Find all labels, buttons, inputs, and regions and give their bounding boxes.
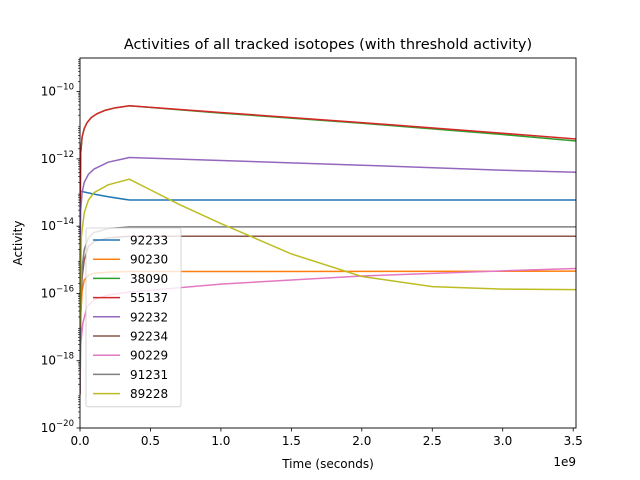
x-axis-offset-label: 1e9 bbox=[553, 455, 576, 469]
x-tick-label: 1.0 bbox=[211, 434, 230, 448]
chart-title: Activities of all tracked isotopes (with… bbox=[124, 37, 532, 53]
y-tick-label: 10−10 bbox=[41, 83, 74, 99]
series-line-92233 bbox=[80, 190, 576, 201]
y-tick-label: 10−20 bbox=[41, 419, 74, 435]
x-tick-label: 2.5 bbox=[423, 434, 442, 448]
x-tick-label: 0.5 bbox=[141, 434, 160, 448]
y-axis: 10−20 10−18 10−16 10−14 10−12 10−10 bbox=[41, 59, 80, 435]
series-line-92232 bbox=[80, 156, 576, 260]
legend-label-92232: 92232 bbox=[130, 310, 168, 324]
series-line-55137 bbox=[80, 105, 576, 227]
legend-label-90230: 90230 bbox=[130, 253, 168, 267]
plot-frame bbox=[79, 57, 577, 429]
legend-label-91231: 91231 bbox=[130, 368, 168, 382]
legend-label-38090: 38090 bbox=[130, 272, 168, 286]
y-tick-label: 10−18 bbox=[41, 352, 74, 368]
x-tick-label: 2.0 bbox=[352, 434, 371, 448]
y-tick-label: 10−14 bbox=[41, 217, 74, 233]
x-axis: 0.0 0.5 1.0 1.5 2.0 2.5 3.0 3.5 bbox=[70, 428, 583, 448]
x-tick-label: 3.0 bbox=[493, 434, 512, 448]
legend-box bbox=[85, 227, 182, 408]
x-axis-label: Time (seconds) bbox=[281, 457, 374, 471]
series-line-89228 bbox=[80, 178, 576, 328]
legend-label-92233: 92233 bbox=[130, 234, 168, 248]
x-tick-label: 1.5 bbox=[282, 434, 301, 448]
legend: 92233 90230 38090 55137 92232 92234 90229 91231… bbox=[85, 227, 182, 408]
y-tick-label: 10−12 bbox=[41, 150, 74, 166]
legend-label-55137: 55137 bbox=[130, 291, 168, 305]
legend-label-89228: 89228 bbox=[130, 387, 168, 401]
legend-label-92234: 92234 bbox=[130, 330, 168, 344]
x-tick-label: 3.5 bbox=[564, 434, 583, 448]
legend-label-90229: 90229 bbox=[130, 349, 168, 363]
y-tick-label: 10−16 bbox=[41, 284, 74, 300]
y-axis-label: Activity bbox=[11, 221, 25, 266]
x-tick-label: 0.0 bbox=[70, 434, 89, 448]
